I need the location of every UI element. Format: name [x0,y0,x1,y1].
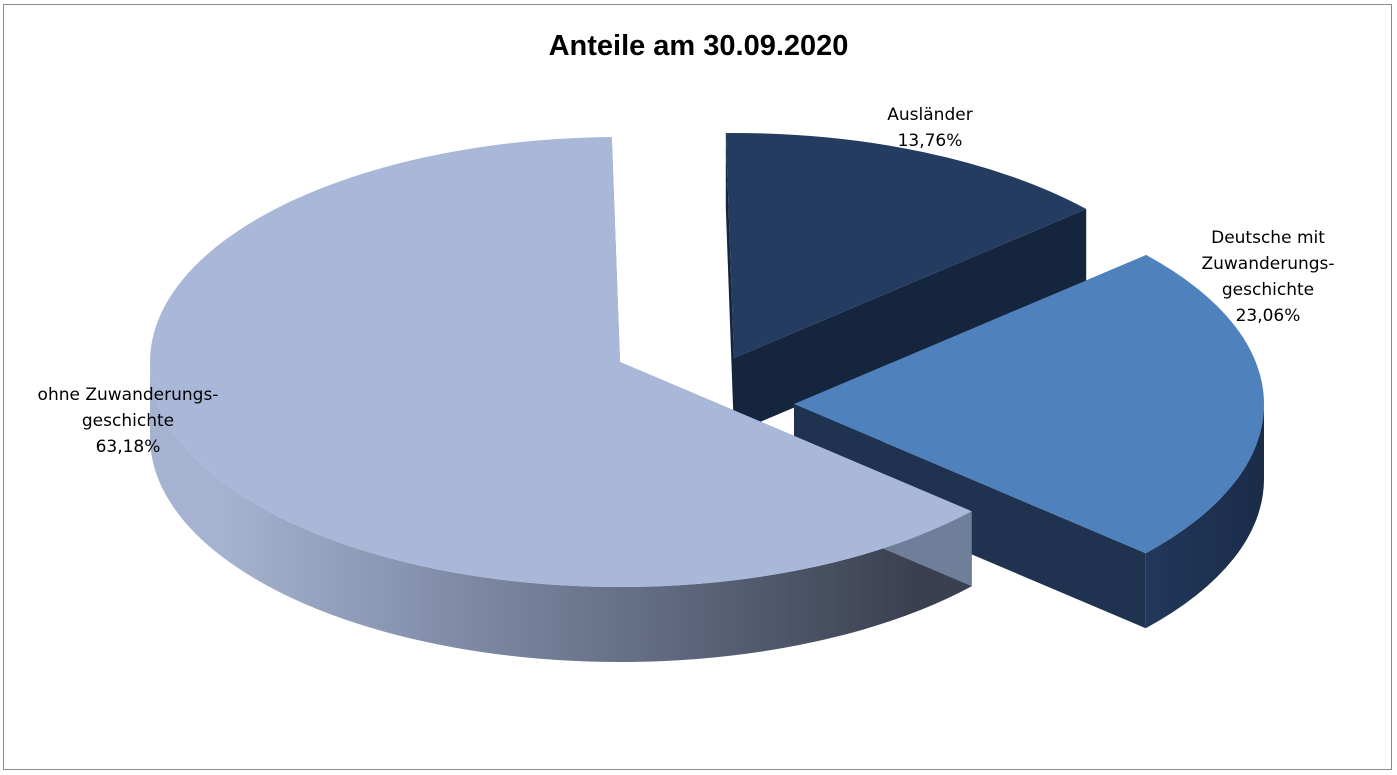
slice-name-line-1-1: Zuwanderungs- [1201,254,1334,274]
slice-name-line-0-0: Ausländer [887,105,972,125]
slice-value-1: 23,06% [1236,306,1301,326]
slice-label-2: ohne Zuwanderungs-geschichte 63,18% [38,385,219,457]
pie-slice-side-2 [150,362,972,662]
pie-top-layer [149,133,1265,587]
pie-slice-side-1 [1145,404,1264,629]
pie-slice-1 [794,255,1265,554]
slice-name-line-1-2: geschichte [1222,280,1314,300]
slice-name-line-2-0: ohne Zuwanderungs- [38,385,219,405]
slice-name-line-1-0: Deutsche mit [1211,228,1325,248]
pie-slice-cut-0-0 [725,133,734,433]
slice-label-1: Deutsche mit Zuwanderungs-geschichte 23,06… [1201,228,1334,326]
slice-value-2: 63,18% [96,437,161,457]
slice-name-line-2-1: geschichte [82,411,174,431]
slice-value-0: 13,76% [898,131,963,151]
pie-slice-2 [149,137,972,587]
pie-label-layer: Ausländer 13,76% Deutsche mit Zuwanderungs-… [38,105,1335,457]
pie-slice-0 [725,133,1087,358]
slice-label-0: Ausländer 13,76% [887,105,972,151]
chart-title: Anteile am 30.09.2020 [548,30,849,62]
pie-slice-cut-0-1 [734,209,1087,433]
